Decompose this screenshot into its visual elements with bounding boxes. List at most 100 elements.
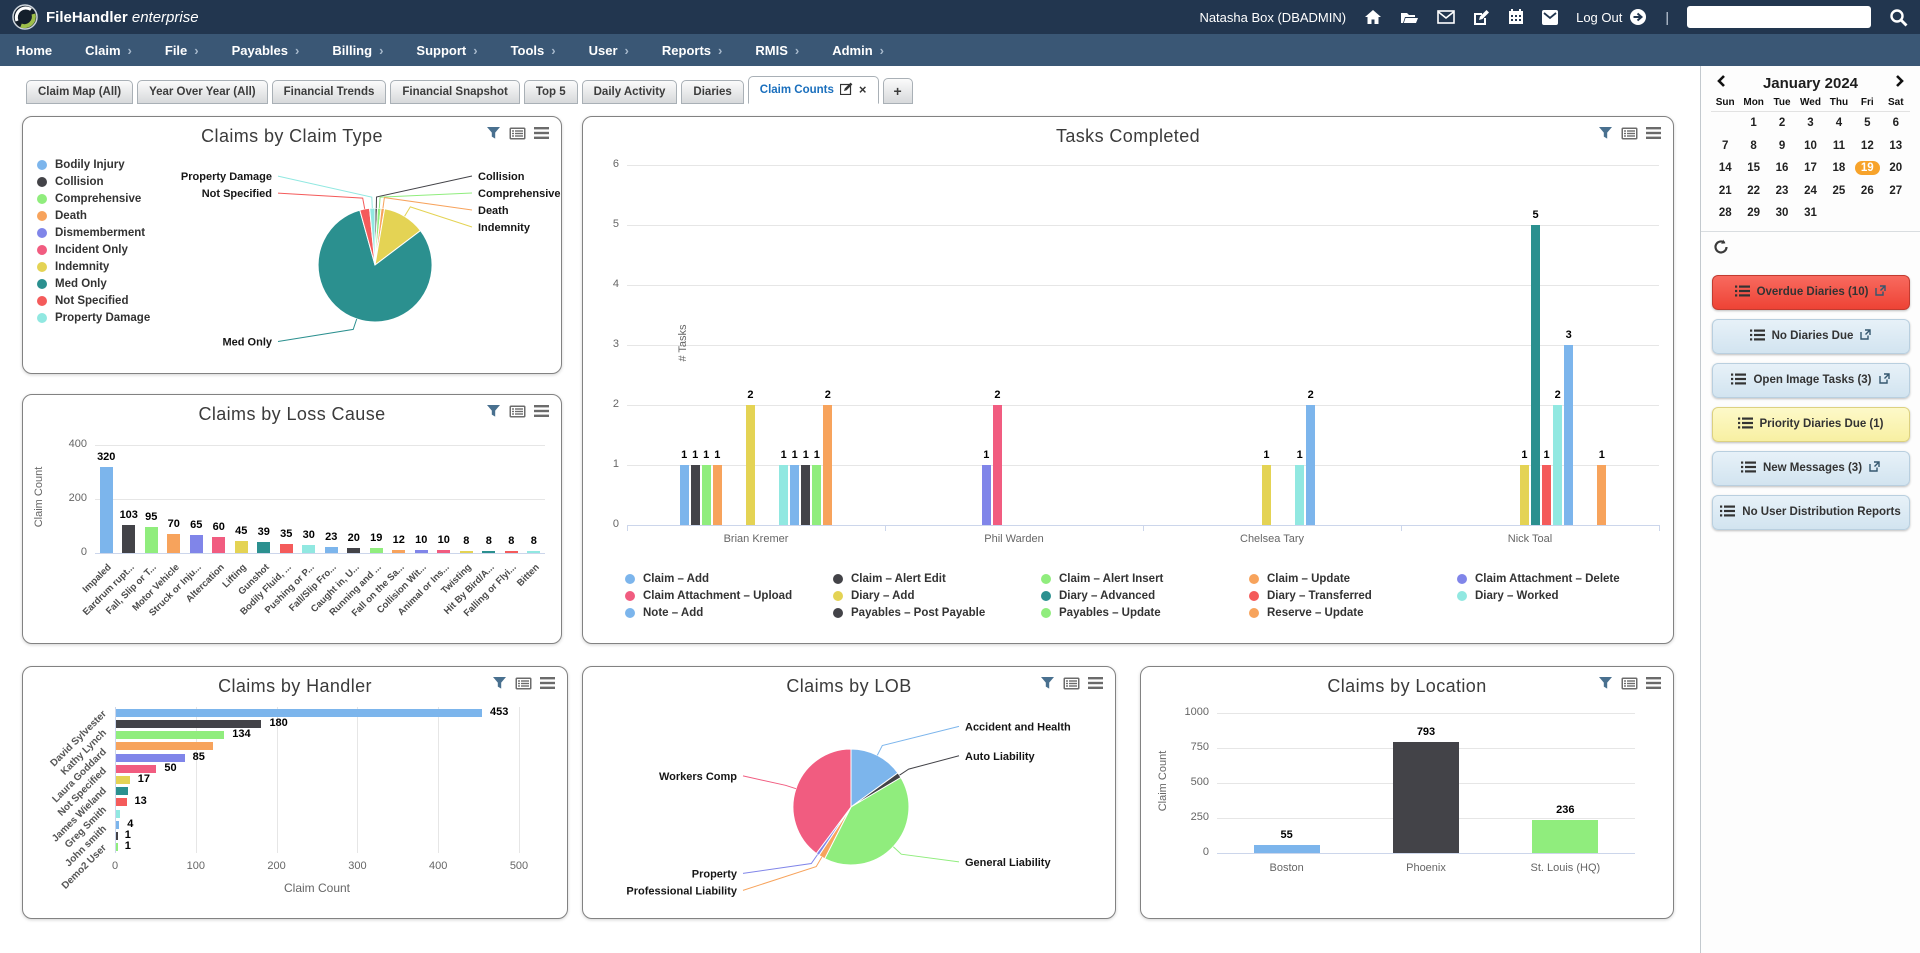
calendar-day-3[interactable]: 3: [1807, 117, 1814, 130]
legend-toggle-icon[interactable]: [1063, 677, 1080, 690]
legend-item[interactable]: Dismemberment: [37, 227, 150, 239]
legend-toggle-icon[interactable]: [1621, 677, 1638, 690]
bar[interactable]: [1532, 819, 1599, 853]
bar[interactable]: [482, 550, 496, 553]
tab-daily-activity[interactable]: Daily Activity: [581, 80, 678, 104]
calendar-day-24[interactable]: 24: [1804, 184, 1817, 197]
bar[interactable]: [144, 527, 158, 553]
nav-item-billing[interactable]: Billing ›: [332, 42, 384, 58]
calendar-day-15[interactable]: 15: [1747, 162, 1761, 175]
legend-toggle-icon[interactable]: [509, 405, 526, 418]
calendar-day-8[interactable]: 8: [1750, 139, 1757, 152]
legend-item[interactable]: Not Specified: [37, 295, 150, 307]
filter-icon[interactable]: [1598, 676, 1613, 690]
bar-reserve-update[interactable]: [823, 405, 833, 525]
bar[interactable]: [116, 798, 127, 807]
legend-toggle-icon[interactable]: [515, 677, 532, 690]
bar[interactable]: [122, 525, 136, 553]
bar[interactable]: [116, 832, 118, 841]
filter-icon[interactable]: [492, 676, 507, 690]
context-menu-icon[interactable]: [540, 677, 555, 689]
bar-claim-attachment-upload[interactable]: [992, 405, 1002, 525]
calendar-day-10[interactable]: 10: [1804, 139, 1817, 152]
bar-claim-alert-insert[interactable]: [701, 465, 711, 525]
bar[interactable]: [116, 708, 483, 717]
bar-payables-update[interactable]: [812, 465, 822, 525]
legend-item[interactable]: Payables – Update: [1041, 607, 1249, 619]
bar[interactable]: [302, 544, 316, 553]
bar-diary-add[interactable]: [1261, 465, 1271, 525]
bar-claim-update[interactable]: [712, 465, 722, 525]
calendar-day-26[interactable]: 26: [1860, 184, 1874, 197]
close-tab-icon[interactable]: ×: [858, 82, 867, 97]
legend-item[interactable]: Claim – Add: [625, 573, 833, 585]
nav-item-file[interactable]: File ›: [164, 42, 199, 58]
bar[interactable]: [116, 742, 213, 751]
bar-note-add[interactable]: [1306, 405, 1316, 525]
bar-claim-alert-edit[interactable]: [690, 465, 700, 525]
bar[interactable]: [257, 542, 271, 553]
bar-payables-post-payable[interactable]: [801, 465, 811, 525]
calendar-day-1[interactable]: 1: [1750, 117, 1757, 130]
context-menu-icon[interactable]: [1646, 677, 1661, 689]
calendar-day-5[interactable]: 5: [1864, 117, 1871, 130]
calendar-day-4[interactable]: 4: [1835, 117, 1843, 130]
calendar-day-6[interactable]: 6: [1892, 117, 1899, 130]
open-folder-icon[interactable]: [1400, 10, 1419, 25]
legend-item[interactable]: Diary – Worked: [1457, 590, 1665, 602]
calendar-day-7[interactable]: 7: [1722, 139, 1729, 152]
search-icon[interactable]: [1889, 8, 1908, 27]
calendar-day-23[interactable]: 23: [1775, 184, 1789, 197]
nav-item-support[interactable]: Support ›: [416, 42, 478, 58]
pie-slice-workers-comp[interactable]: [792, 748, 852, 855]
legend-item[interactable]: Claim – Alert Insert: [1041, 573, 1249, 585]
calendar-prev-icon[interactable]: [1715, 74, 1727, 92]
logout-button[interactable]: Log Out: [1576, 8, 1647, 26]
nav-item-user[interactable]: User ›: [588, 42, 629, 58]
bar[interactable]: [116, 787, 129, 796]
bar-diary-add[interactable]: [1519, 465, 1529, 525]
calendar-icon[interactable]: [1508, 9, 1524, 25]
calendar-day-11[interactable]: 11: [1832, 139, 1845, 152]
nav-item-claim[interactable]: Claim ›: [85, 42, 132, 58]
bar[interactable]: [116, 764, 157, 773]
bar[interactable]: [504, 550, 518, 553]
nav-item-tools[interactable]: Tools ›: [510, 42, 556, 58]
pie-slice-med-only[interactable]: [317, 209, 433, 323]
bar[interactable]: [437, 550, 451, 553]
calendar-day-19[interactable]: 19: [1853, 157, 1881, 180]
calendar-day-2[interactable]: 2: [1778, 117, 1786, 130]
legend-item[interactable]: Diary – Transferred: [1249, 590, 1457, 602]
bar[interactable]: [116, 776, 130, 784]
bar[interactable]: [116, 843, 118, 852]
calendar-day-18[interactable]: 18: [1832, 162, 1846, 175]
bar[interactable]: [414, 550, 428, 553]
bar[interactable]: [212, 536, 226, 553]
legend-item[interactable]: Reserve – Update: [1249, 607, 1457, 619]
tab-top-5[interactable]: Top 5: [523, 80, 578, 104]
bar-claim-attachment-delete[interactable]: [981, 465, 991, 525]
bar[interactable]: [324, 546, 338, 553]
bar-diary-worked[interactable]: [1295, 465, 1305, 525]
legend-item[interactable]: Claim Attachment – Delete: [1457, 573, 1665, 585]
legend-item[interactable]: Claim – Alert Edit: [833, 573, 1041, 585]
legend-item[interactable]: Property Damage: [37, 312, 150, 324]
compose-icon[interactable]: [1473, 9, 1490, 25]
bar-note-add[interactable]: [790, 465, 800, 525]
bar[interactable]: [167, 534, 181, 553]
tab-claim-counts[interactable]: Claim Counts ×: [747, 76, 879, 104]
bar-diary-transferred[interactable]: [1542, 465, 1552, 525]
global-search-input[interactable]: [1687, 6, 1871, 28]
bar-reserve-update[interactable]: [1597, 465, 1607, 525]
calendar-day-31[interactable]: 31: [1804, 207, 1817, 220]
calendar-day-25[interactable]: 25: [1832, 184, 1846, 197]
refresh-icon[interactable]: [1713, 239, 1729, 259]
nav-item-admin[interactable]: Admin ›: [832, 42, 884, 58]
no-user-distribution-reports-button[interactable]: No User Distribution Reports: [1711, 494, 1910, 530]
tab-financial-snapshot[interactable]: Financial Snapshot: [390, 80, 520, 104]
nav-item-payables[interactable]: Payables ›: [231, 42, 300, 58]
calendar-day-13[interactable]: 13: [1889, 139, 1903, 152]
legend-item[interactable]: Diary – Advanced: [1041, 590, 1249, 602]
context-menu-icon[interactable]: [1088, 677, 1103, 689]
calendar-day-28[interactable]: 28: [1718, 207, 1732, 220]
